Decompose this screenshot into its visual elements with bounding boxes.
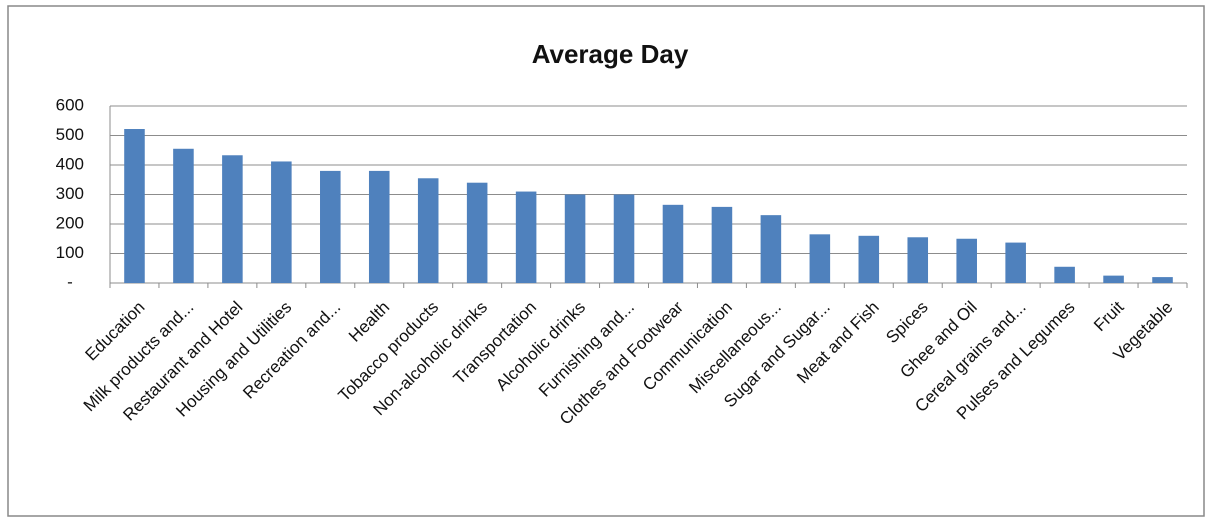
y-tick-label: 100	[56, 243, 84, 262]
bar	[858, 235, 880, 283]
bar	[1005, 242, 1026, 283]
bar	[907, 237, 929, 283]
bar	[1152, 277, 1173, 283]
chart-border	[7, 5, 1205, 517]
y-tick-label: 500	[56, 125, 84, 144]
bar	[809, 234, 831, 283]
chart-title: Average Day	[532, 39, 689, 69]
bar	[222, 155, 243, 283]
bar	[173, 148, 194, 283]
y-tick-label: 300	[56, 184, 84, 203]
bar	[956, 238, 977, 283]
bar	[417, 178, 439, 283]
bar	[662, 204, 684, 283]
y-tick-label: 600	[56, 95, 84, 114]
bar	[515, 191, 537, 283]
bar	[1054, 266, 1075, 283]
y-tick-label: 400	[56, 154, 84, 173]
bar	[613, 194, 635, 283]
bar	[320, 170, 341, 283]
bar	[466, 182, 488, 283]
y-tick-label: -	[67, 272, 73, 291]
bar	[368, 170, 390, 283]
bar	[271, 161, 292, 283]
bar	[564, 194, 586, 283]
bar	[760, 215, 782, 283]
y-tick-label: 200	[56, 213, 84, 232]
bar	[711, 206, 733, 283]
bar	[124, 129, 145, 283]
bar	[1103, 275, 1124, 283]
